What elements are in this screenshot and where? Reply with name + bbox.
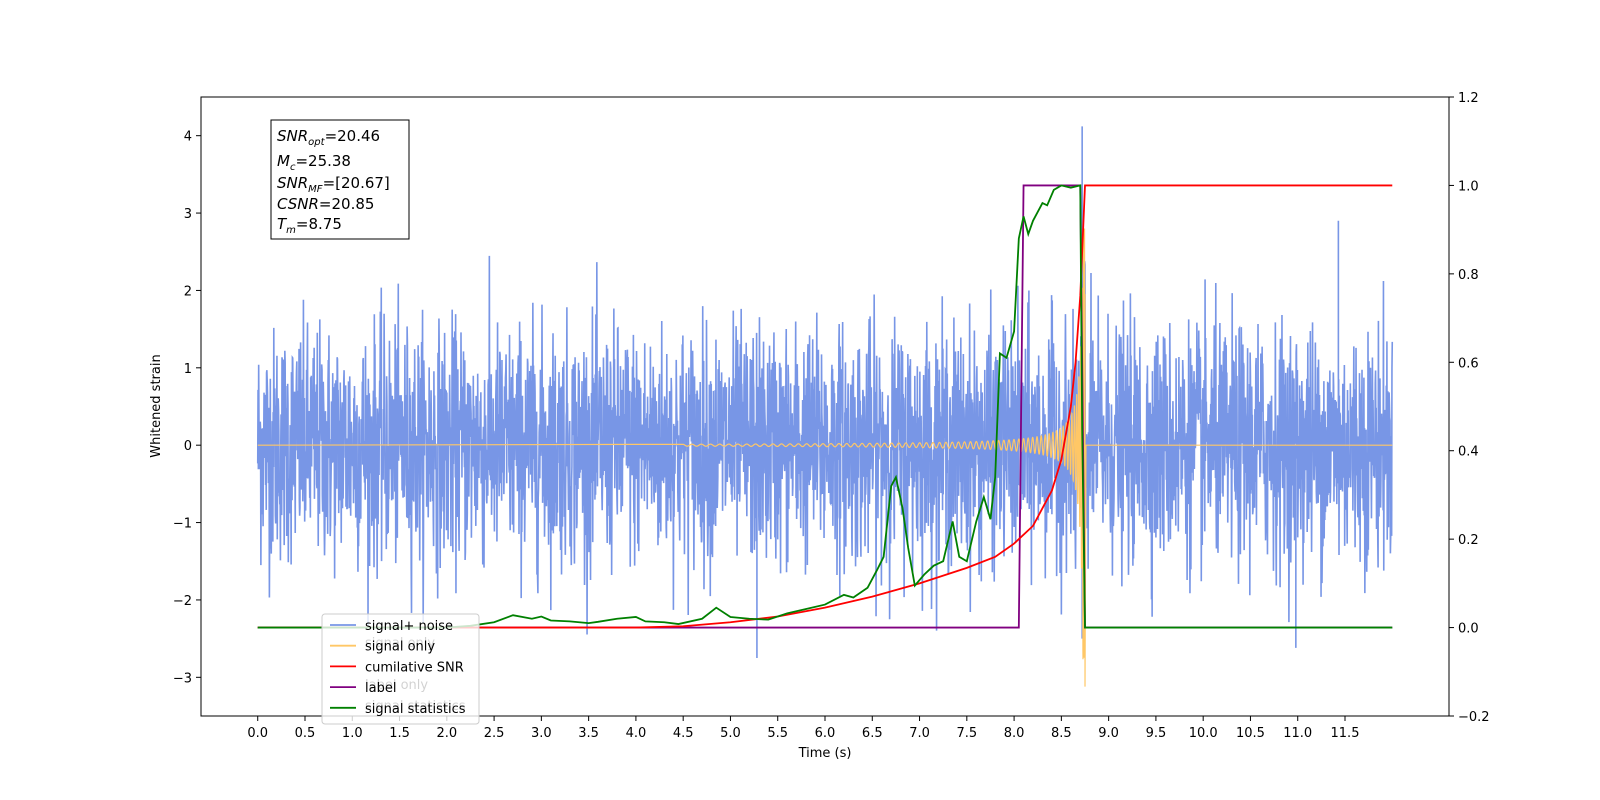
y-left-tick-label: 3 [184, 207, 192, 222]
x-tick-label: 2.5 [484, 726, 505, 741]
x-tick-label: 7.0 [909, 726, 930, 741]
y-left-tick-label: 0 [184, 439, 192, 454]
legend-ghost-text: label only [365, 678, 428, 693]
legend-ghost-text: signal statistics [365, 699, 466, 714]
info-line: CSNR=20.85 [277, 195, 374, 213]
y-right-tick-label: 0.8 [1458, 268, 1479, 283]
y-left-tick-label: −3 [173, 671, 192, 686]
info-line: SNRopt=20.46 [277, 127, 380, 148]
x-tick-label: 10.0 [1189, 726, 1218, 741]
info-line: Tm=8.75 [277, 215, 342, 236]
x-tick-label: 1.0 [342, 726, 363, 741]
x-tick-label: 0.0 [247, 726, 268, 741]
series-signal-statistics [257, 184, 1393, 629]
x-tick-label: 3.5 [578, 726, 599, 741]
x-tick-label: 3.0 [531, 726, 552, 741]
y-right-tick-label: 0.2 [1458, 533, 1479, 548]
x-tick-label: 6.0 [815, 726, 836, 741]
x-tick-label: 5.5 [767, 726, 788, 741]
y-right-tick-label: 0.6 [1458, 356, 1479, 371]
x-tick-label: 1.5 [389, 726, 410, 741]
y-right-tick-label: 1.0 [1458, 179, 1479, 194]
x-tick-label: 7.5 [956, 726, 977, 741]
legend-frame [321, 613, 480, 725]
series-cumulative-snr [257, 184, 1393, 629]
legend-item-label: signal statistics [365, 702, 466, 717]
x-tick-label: 6.5 [862, 726, 883, 741]
legend-item-label: signal only [365, 640, 435, 655]
x-axis-label: Time (s) [798, 746, 852, 761]
legend-item-label: signal+ noise [365, 619, 453, 634]
x-tick-label: 11.0 [1283, 726, 1312, 741]
legend-ghost-text: signal only [365, 636, 435, 651]
legend-item-label: cumilative SNR [365, 660, 464, 675]
y-left-tick-label: 4 [184, 130, 192, 145]
y-right-tick-label: 1.2 [1458, 91, 1479, 106]
x-tick-label: 11.5 [1331, 726, 1360, 741]
x-tick-label: 8.5 [1051, 726, 1072, 741]
y-left-tick-label: 2 [184, 284, 192, 299]
y-left-tick-label: −2 [173, 594, 192, 609]
info-line: SNRMF=[20.67] [277, 174, 390, 195]
series-signal-noise [256, 126, 1394, 658]
x-tick-label: 9.5 [1146, 726, 1167, 741]
info-line: Mc=25.38 [277, 152, 351, 173]
info-box: SNRopt=20.46 Mc=25.38SNRMF=[20.67]CSNR=20… [270, 119, 410, 240]
y-right-tick-label: 0.0 [1458, 622, 1479, 637]
x-tick-label: 4.0 [626, 726, 647, 741]
x-tick-label: 5.0 [720, 726, 741, 741]
legend: signal only label only signal statistics si… [321, 613, 480, 725]
series-layer [256, 126, 1394, 687]
y-right-tick-label: 0.4 [1458, 445, 1479, 460]
legend-item-label: label [365, 681, 396, 696]
y-right-tick-label: −0.2 [1458, 710, 1490, 725]
info-box-frame [270, 119, 410, 240]
y-left-ticks: −3 −2 −1 0 1 2 3 4 [173, 130, 201, 686]
y-left-tick-label: −1 [173, 517, 192, 532]
x-tick-label: 8.0 [1004, 726, 1025, 741]
y-axis-label: Whitened strain [149, 354, 164, 457]
y-right-ticks: −0.2 0.0 0.2 0.4 0.6 0.8 1.0 1.2 [1449, 91, 1490, 725]
x-ticks: 0.0 0.5 1.0 1.5 2.0 2.5 3.0 3.5 4.0 4.5 5.0 5.5 6.0 6… [247, 716, 1359, 741]
x-tick-label: 2.0 [436, 726, 457, 741]
x-tick-label: 0.5 [295, 726, 316, 741]
y-left-tick-label: 1 [184, 362, 192, 377]
series-signal-only [257, 228, 1393, 687]
x-tick-label: 10.5 [1236, 726, 1265, 741]
x-tick-label: 4.5 [673, 726, 694, 741]
x-tick-label: 9.0 [1098, 726, 1119, 741]
